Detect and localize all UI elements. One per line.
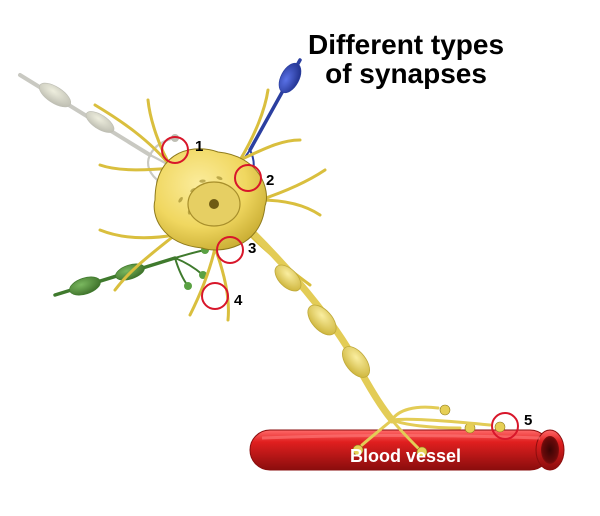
marker-label-2: 2 <box>266 172 274 189</box>
marker-ring-1 <box>161 136 189 164</box>
marker-ring-3 <box>216 236 244 264</box>
title-line1: Different types <box>308 29 504 60</box>
blood-vessel-label: Blood vessel <box>350 446 461 467</box>
marker-label-3: 3 <box>248 240 256 257</box>
marker-label-5: 5 <box>524 412 532 429</box>
marker-ring-4 <box>201 282 229 310</box>
title-line2: of synapses <box>325 58 487 89</box>
marker-ring-5 <box>491 412 519 440</box>
marker-label-1: 1 <box>195 138 203 155</box>
myelin-sheath <box>337 342 375 383</box>
diagram-title: Different types of synapses <box>308 30 504 89</box>
marker-label-4: 4 <box>234 292 242 309</box>
marker-ring-2 <box>234 164 262 192</box>
nucleolus <box>209 199 219 209</box>
axon-terminal <box>440 405 450 415</box>
